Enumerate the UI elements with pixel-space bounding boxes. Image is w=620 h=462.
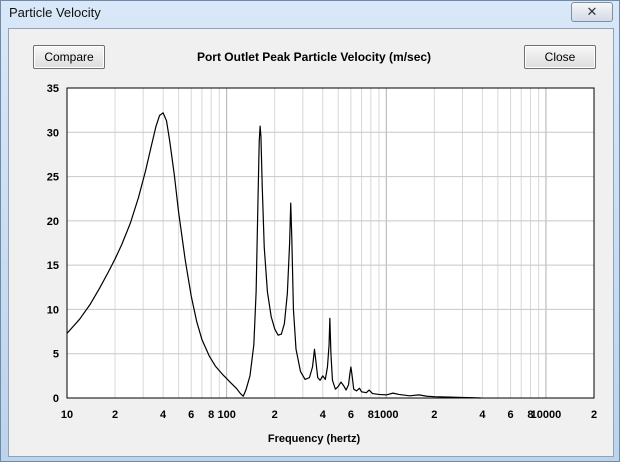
y-tick-label: 25 (47, 172, 59, 184)
window-close-button[interactable]: ✕ (571, 2, 613, 22)
series-layer (66, 112, 481, 399)
close-icon: ✕ (586, 4, 598, 19)
compare-button[interactable]: Compare (33, 45, 105, 69)
x-tick-label: 2 (591, 409, 597, 421)
x-tick-label: 2 (431, 409, 437, 421)
y-tick-label: 0 (53, 393, 59, 405)
x-tick-label: 2 (112, 409, 118, 421)
x-tick-label: 4 (320, 409, 327, 421)
dialog-client-area: Compare Port Outlet Peak Particle Veloci… (8, 28, 614, 457)
y-tick-label: 15 (47, 260, 59, 272)
x-tick-label: 4 (479, 409, 486, 421)
x-tick-label: 1000 (374, 409, 398, 421)
x-tick-label: 100 (217, 409, 235, 421)
y-tick-labels: 0 5 10 15 20 25 30 35 (47, 83, 59, 405)
y-tick-label: 10 (47, 304, 59, 316)
x-tick-label: 6 (188, 409, 194, 421)
close-button[interactable]: Close (524, 45, 596, 69)
y-tick-label: 30 (47, 127, 59, 139)
grid (67, 88, 594, 398)
plot-border (66, 87, 595, 399)
x-tick-label: 6 (507, 409, 513, 421)
window-title: Particle Velocity (9, 5, 101, 20)
velocity-curve (66, 112, 481, 399)
x-tick-label: 4 (160, 409, 167, 421)
y-tick-label: 5 (53, 349, 59, 361)
x-tick-label: 8 (368, 409, 374, 421)
x-tick-label: 6 (348, 409, 354, 421)
x-tick-label: 8 (208, 409, 214, 421)
x-tick-label: 10000 (531, 409, 562, 421)
x-tick-label: 2 (272, 409, 278, 421)
x-tick-label: 8 (527, 409, 533, 421)
chart-title: Port Outlet Peak Particle Velocity (m/se… (196, 50, 432, 64)
x-axis-label: Frequency (hertz) (268, 433, 361, 445)
y-tick-label: 20 (47, 216, 59, 228)
x-tick-label: 10 (61, 409, 73, 421)
y-tick-label: 35 (47, 83, 59, 95)
window-titlebar[interactable]: Particle Velocity ✕ (1, 1, 619, 27)
